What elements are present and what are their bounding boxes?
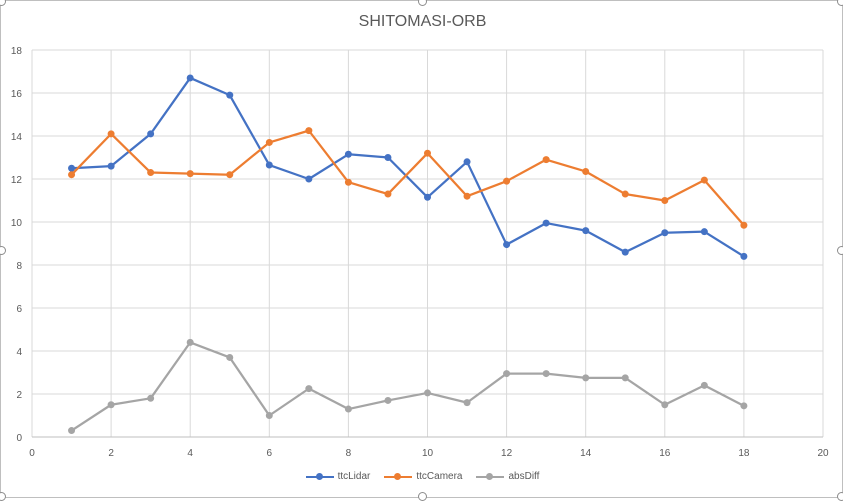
y-tick-label: 6	[16, 304, 22, 315]
y-tick-label: 18	[11, 46, 23, 57]
data-point-ttcLidar	[463, 158, 471, 166]
data-point-ttcLidar	[226, 91, 234, 99]
data-point-absDiff	[186, 338, 194, 346]
legend-item-ttcCamera: ttcCamera	[384, 471, 462, 482]
legend-label: absDiff	[508, 471, 540, 482]
data-point-ttcLidar	[68, 164, 76, 172]
data-point-ttcLidar	[542, 219, 550, 227]
legend: ttcLidar ttcCamera absDiff	[1, 471, 843, 482]
x-tick-label: 4	[187, 448, 193, 459]
data-point-ttcLidar	[621, 248, 629, 256]
data-point-absDiff	[542, 370, 550, 378]
legend-marker	[476, 472, 505, 482]
data-point-absDiff	[344, 405, 352, 413]
x-tick-label: 8	[346, 448, 352, 459]
resize-handle-middle-left[interactable]	[0, 246, 6, 255]
data-point-ttcLidar	[384, 154, 392, 161]
y-tick-label: 14	[11, 132, 23, 143]
data-point-ttcLidar	[107, 162, 115, 170]
resize-handle-middle-right[interactable]	[837, 246, 843, 255]
data-point-ttcCamera	[305, 127, 313, 135]
x-tick-label: 20	[817, 448, 829, 459]
y-tick-label: 2	[16, 390, 22, 401]
legend-marker	[305, 472, 334, 482]
legend-item-ttcLidar: ttcLidar	[305, 471, 371, 482]
y-tick-label: 16	[11, 89, 23, 100]
x-tick-label: 14	[580, 448, 592, 459]
data-point-ttcCamera	[344, 178, 352, 186]
series-line-ttcCamera	[70, 129, 745, 226]
x-tick-label: 18	[738, 448, 750, 459]
y-tick-label: 12	[11, 175, 23, 186]
data-point-ttcLidar	[344, 150, 352, 158]
x-tick-label: 10	[422, 448, 434, 459]
series-line-absDiff	[70, 341, 745, 432]
data-point-ttcLidar	[661, 229, 669, 237]
data-point-ttcLidar	[503, 241, 511, 249]
data-point-ttcCamera	[700, 176, 708, 184]
data-point-ttcCamera	[542, 156, 550, 164]
resize-handle-top-middle[interactable]	[418, 0, 427, 6]
data-point-absDiff	[582, 374, 590, 382]
data-point-absDiff	[226, 353, 234, 361]
data-point-absDiff	[305, 385, 313, 393]
y-tick-label: 4	[16, 347, 22, 358]
legend-label: ttcCamera	[416, 471, 463, 482]
data-point-ttcLidar	[424, 193, 431, 201]
data-point-absDiff	[107, 401, 115, 409]
x-tick-label: 16	[659, 448, 671, 459]
data-point-ttcCamera	[226, 171, 234, 179]
legend-label: ttcLidar	[337, 471, 371, 482]
data-point-ttcCamera	[147, 169, 155, 177]
data-point-ttcCamera	[740, 221, 748, 229]
x-tick-label: 2	[108, 448, 114, 459]
data-point-absDiff	[68, 427, 76, 435]
data-point-ttcCamera	[503, 177, 511, 185]
legend-marker	[384, 472, 413, 482]
x-tick-label: 6	[267, 448, 273, 459]
data-point-absDiff	[700, 381, 708, 389]
data-point-ttcLidar	[740, 252, 748, 260]
data-point-ttcLidar	[265, 161, 273, 169]
data-point-ttcCamera	[186, 170, 194, 178]
data-point-absDiff	[265, 412, 273, 419]
data-point-ttcCamera	[661, 197, 669, 204]
x-tick-label: 0	[29, 448, 35, 459]
data-point-ttcLidar	[186, 74, 194, 82]
data-point-ttcCamera	[582, 167, 590, 175]
data-point-ttcCamera	[424, 149, 431, 157]
data-point-ttcLidar	[147, 130, 155, 138]
data-point-absDiff	[503, 370, 511, 378]
data-point-absDiff	[384, 396, 392, 404]
data-point-ttcLidar	[582, 227, 590, 235]
data-point-ttcCamera	[621, 190, 629, 198]
data-point-ttcCamera	[463, 192, 471, 200]
series-line-ttcLidar	[71, 76, 745, 258]
x-tick-label: 12	[501, 448, 513, 459]
y-tick-label: 0	[16, 433, 22, 444]
resize-handle-top-right[interactable]	[837, 0, 843, 6]
data-point-ttcCamera	[384, 190, 392, 198]
data-point-ttcCamera	[107, 130, 115, 138]
resize-handle-top-left[interactable]	[0, 0, 6, 6]
data-point-absDiff	[463, 399, 471, 407]
y-tick-label: 8	[16, 261, 22, 272]
data-point-absDiff	[424, 389, 431, 397]
y-tick-label: 10	[11, 218, 23, 229]
data-point-absDiff	[661, 401, 669, 409]
legend-item-absDiff: absDiff	[476, 471, 539, 482]
data-point-ttcLidar	[305, 175, 313, 183]
data-point-absDiff	[621, 374, 629, 382]
data-point-absDiff	[147, 394, 155, 402]
chart-title: SHITOMASI-ORB	[358, 13, 487, 30]
data-point-ttcCamera	[265, 138, 273, 146]
data-point-ttcLidar	[700, 228, 708, 236]
data-point-ttcCamera	[68, 171, 76, 179]
data-point-absDiff	[740, 402, 748, 410]
